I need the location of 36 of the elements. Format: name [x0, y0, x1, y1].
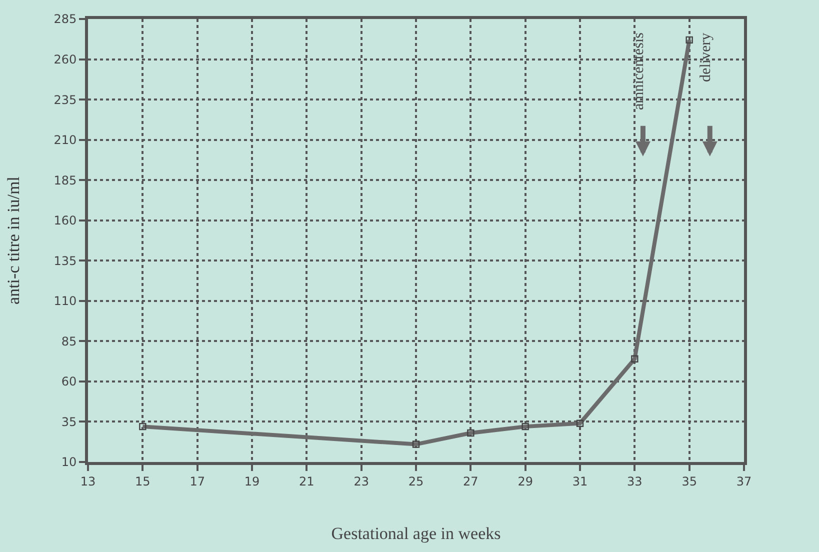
y-tick-label: 285: [54, 12, 77, 26]
point: [467, 429, 474, 437]
y-tick-label: 160: [54, 214, 77, 228]
x-tick-label: 29: [518, 474, 533, 488]
x-axis-title: Gestational age in weeks: [331, 524, 501, 543]
x-tick-label: 15: [135, 474, 150, 488]
point: [412, 440, 420, 448]
y-tick-label: 85: [61, 334, 77, 348]
point: [522, 422, 529, 430]
y-tick-label: 260: [54, 52, 77, 66]
x-tick-label: 13: [80, 474, 96, 488]
x-tick-label: 21: [299, 474, 314, 488]
x-tick-label: 25: [408, 474, 424, 488]
annotation: delivery: [698, 32, 714, 82]
y-tick-label: 210: [54, 133, 77, 148]
annotation: amnicentesis: [630, 32, 647, 110]
x-tick-label: 17: [190, 474, 205, 488]
x-tick-label: 19: [244, 474, 260, 488]
x-tick-label: 27: [463, 474, 478, 488]
x-tick-label: 31: [572, 474, 588, 488]
point: [631, 355, 638, 362]
y-tick-label: 60: [61, 374, 77, 389]
y-tick-label: 235: [54, 92, 77, 107]
point: [576, 420, 584, 427]
y-tick-label: 35: [61, 414, 77, 429]
y-tick-label: 110: [54, 294, 77, 308]
y-axis-title: anti-c titre in iu/ml: [4, 176, 24, 304]
point: [686, 36, 693, 44]
y-tick-label: 10: [61, 455, 77, 470]
x-tick-label: 37: [736, 474, 752, 488]
x-tick-label: 33: [627, 474, 642, 488]
y-tick-label: 185: [54, 173, 77, 188]
y-tick-label: 135: [54, 254, 77, 268]
point: [139, 422, 146, 430]
x-tick-label: 35: [682, 474, 697, 488]
x-tick-label: 23: [354, 474, 369, 488]
